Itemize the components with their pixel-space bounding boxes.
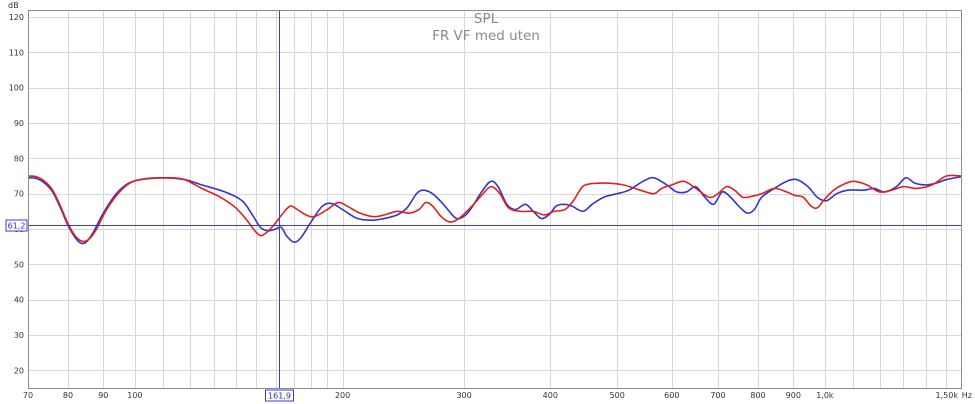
y-tick-label: 120 bbox=[9, 13, 24, 22]
y-tick-label: 80 bbox=[14, 154, 24, 163]
x-tick-label: 90 bbox=[98, 391, 108, 400]
y-tick-label: 20 bbox=[14, 366, 24, 375]
y-tick-label: 50 bbox=[14, 260, 24, 269]
cursor-x-readout-box bbox=[265, 389, 294, 402]
x-tick-label: 100 bbox=[127, 391, 142, 400]
series-lines bbox=[27, 174, 962, 245]
y-unit-label: dB bbox=[8, 1, 19, 10]
cursor-y-readout-box bbox=[5, 219, 28, 232]
x-tick-label: 80 bbox=[63, 391, 73, 400]
chart-title: SPL bbox=[474, 11, 499, 27]
cursor-y-readout: 61,2 bbox=[8, 222, 26, 231]
x-tick-label: 400 bbox=[543, 391, 558, 400]
series-line-2 bbox=[27, 174, 962, 243]
plot-frame bbox=[28, 10, 962, 389]
y-tick-label: 40 bbox=[14, 296, 24, 305]
cursor-x-readout: 161,9 bbox=[268, 392, 291, 401]
x-tick-label: 1,50k bbox=[936, 391, 959, 400]
x-tick-label: 800 bbox=[750, 391, 765, 400]
x-tick-label: 700 bbox=[710, 391, 725, 400]
chart-subtitle: FR VF med uten bbox=[432, 28, 540, 44]
y-tick-label: 100 bbox=[9, 84, 24, 93]
y-tick-label: 70 bbox=[14, 190, 24, 199]
x-tick-label: 300 bbox=[456, 391, 471, 400]
y-tick-label: 30 bbox=[14, 331, 24, 340]
x-unit-label: Hz bbox=[962, 391, 972, 400]
x-tick-label: 500 bbox=[610, 391, 625, 400]
tick-labels: 70 80 90 100 200 300 400 500 600 700 800 900 1,0k 1,5… bbox=[9, 13, 972, 400]
x-tick-label: 70 bbox=[23, 391, 33, 400]
series-line-1 bbox=[27, 175, 962, 245]
y-tick-label: 110 bbox=[9, 48, 24, 57]
x-tick-label: 900 bbox=[786, 391, 801, 400]
cursor[interactable]: 161,9 61,2 bbox=[5, 10, 961, 402]
y-tick-label: 90 bbox=[14, 119, 24, 128]
x-tick-label: 600 bbox=[664, 391, 679, 400]
x-tick-label: 200 bbox=[335, 391, 350, 400]
x-tick-label: 1,0k bbox=[816, 391, 834, 400]
